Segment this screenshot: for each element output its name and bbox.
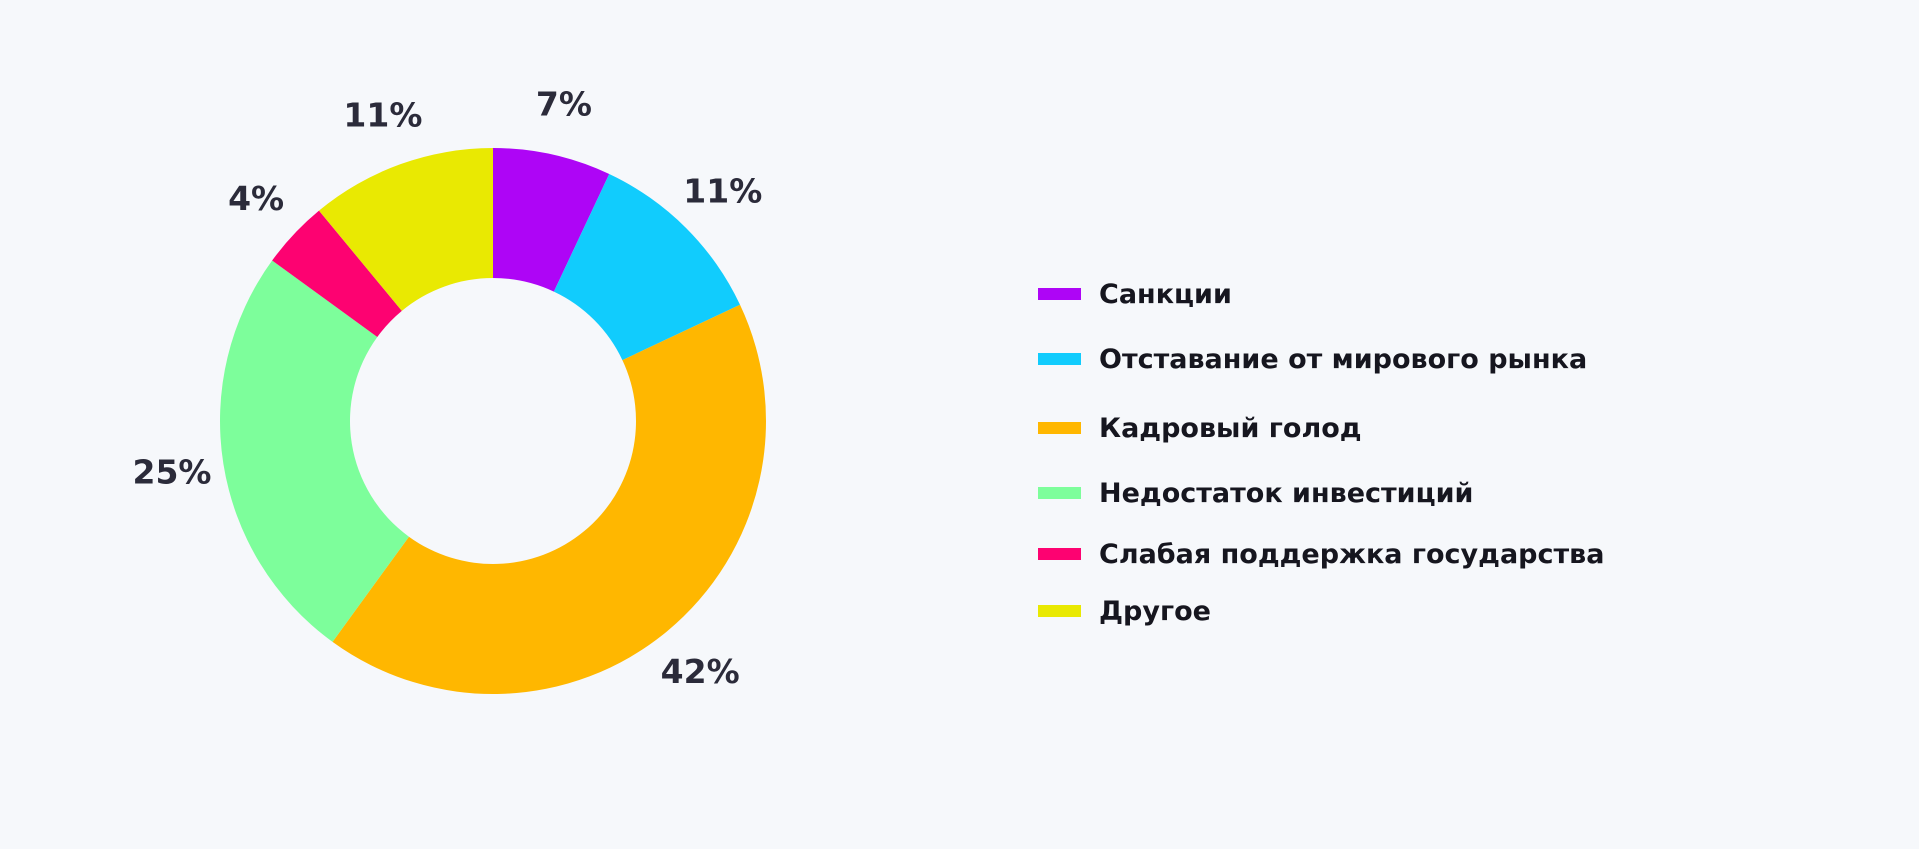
legend-label: Отставание от мирового рынка <box>1099 343 1588 375</box>
slice-other <box>318 148 493 311</box>
slice-value-label: 4% <box>228 179 284 218</box>
slice-sanctions <box>493 148 610 292</box>
slice-value-label: 42% <box>661 652 740 691</box>
donut-slices <box>219 148 766 694</box>
slice-value-labels: 7% 11% 42% 25% 4% 11% <box>133 84 763 691</box>
legend-swatch <box>1038 288 1081 300</box>
legend-label: Другое <box>1099 595 1211 627</box>
legend-swatch <box>1038 487 1081 499</box>
chart-legend: Санкции Отставание от мирового рынка Кад… <box>1038 277 1738 637</box>
legend-item-other: Другое <box>1038 594 1211 628</box>
legend-swatch <box>1038 422 1081 434</box>
slice-value-label: 25% <box>133 452 212 491</box>
legend-item-weak-state-support: Слабая поддержка государства <box>1038 537 1604 571</box>
slice-lag-behind-market <box>553 173 741 361</box>
slice-value-label: 7% <box>536 84 592 123</box>
slice-lack-of-investment <box>219 260 409 642</box>
legend-swatch <box>1038 353 1081 365</box>
slice-weak-state-support <box>272 210 402 337</box>
legend-swatch <box>1038 605 1081 617</box>
legend-item-lack-of-investment: Недостаток инвестиций <box>1038 476 1473 510</box>
slice-staff-shortage <box>332 304 766 694</box>
legend-swatch <box>1038 548 1081 560</box>
slice-value-label: 11% <box>683 172 762 211</box>
legend-item-staff-shortage: Кадровый голод <box>1038 411 1362 445</box>
legend-item-sanctions: Санкции <box>1038 277 1232 311</box>
slice-value-label: 11% <box>343 96 422 135</box>
legend-label: Недостаток инвестиций <box>1099 477 1474 509</box>
legend-label: Слабая поддержка государства <box>1099 538 1605 570</box>
legend-item-lag-behind-market: Отставание от мирового рынка <box>1038 342 1587 376</box>
legend-label: Санкции <box>1099 278 1232 310</box>
legend-label: Кадровый голод <box>1099 412 1362 444</box>
